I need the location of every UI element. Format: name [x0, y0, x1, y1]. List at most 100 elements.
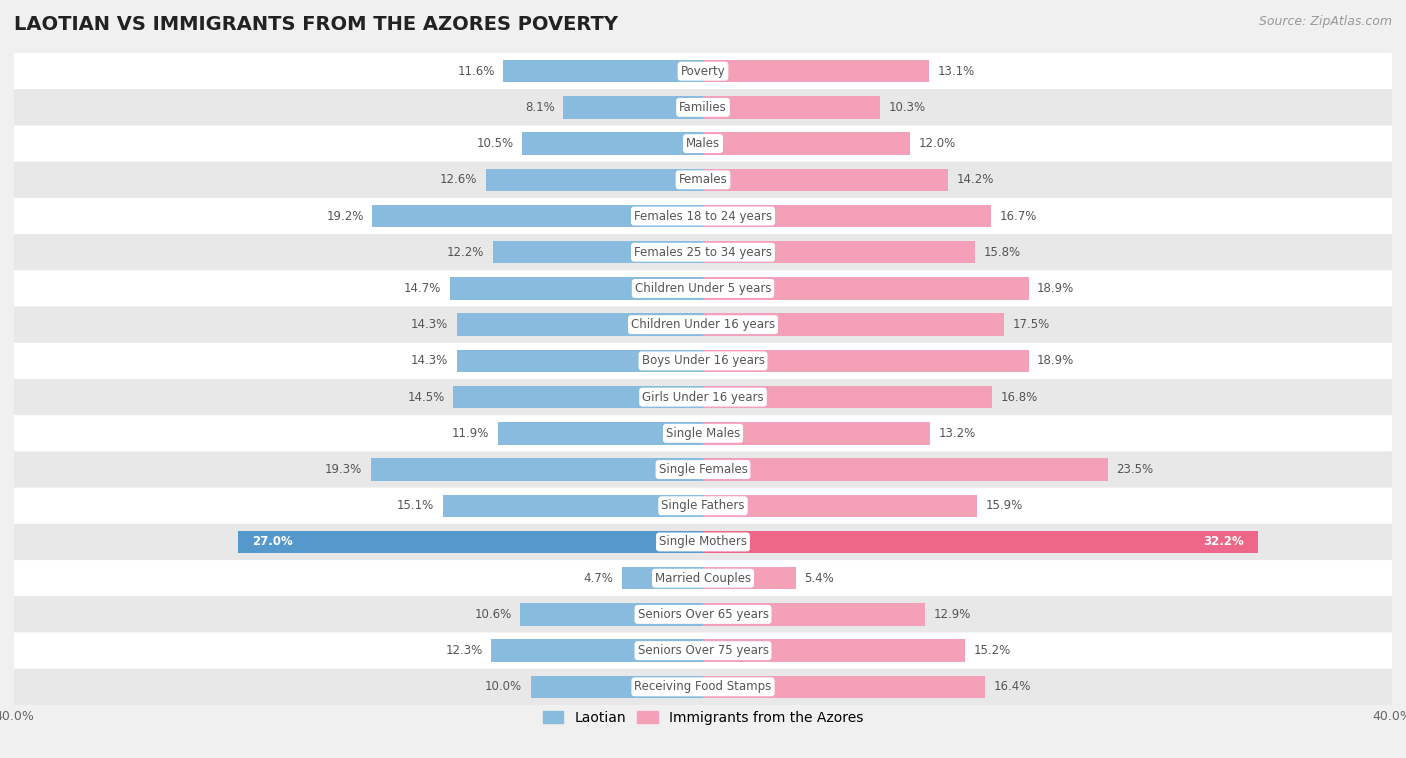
FancyBboxPatch shape [14, 271, 1392, 306]
FancyBboxPatch shape [14, 415, 1392, 452]
Text: 11.6%: 11.6% [457, 64, 495, 77]
Text: 17.5%: 17.5% [1012, 318, 1050, 331]
Text: Females 25 to 34 years: Females 25 to 34 years [634, 246, 772, 258]
Bar [703, 205, 991, 227]
Text: 13.2%: 13.2% [939, 427, 976, 440]
Text: Families: Families [679, 101, 727, 114]
Bar [531, 675, 703, 698]
Text: 18.9%: 18.9% [1038, 282, 1074, 295]
Bar [703, 386, 993, 409]
FancyBboxPatch shape [14, 632, 1392, 669]
FancyBboxPatch shape [14, 53, 1392, 89]
FancyBboxPatch shape [14, 487, 1392, 524]
Legend: Laotian, Immigrants from the Azores: Laotian, Immigrants from the Azores [537, 706, 869, 731]
Text: Children Under 16 years: Children Under 16 years [631, 318, 775, 331]
Bar [703, 675, 986, 698]
Bar [443, 494, 703, 517]
FancyBboxPatch shape [14, 597, 1392, 632]
Bar [703, 168, 948, 191]
Bar [621, 567, 703, 590]
Text: Married Couples: Married Couples [655, 572, 751, 584]
Text: 14.7%: 14.7% [404, 282, 441, 295]
Bar [703, 96, 880, 118]
Bar [703, 494, 977, 517]
Text: Source: ZipAtlas.com: Source: ZipAtlas.com [1258, 15, 1392, 28]
Text: Seniors Over 75 years: Seniors Over 75 years [637, 644, 769, 657]
FancyBboxPatch shape [14, 669, 1392, 705]
Bar [703, 640, 965, 662]
Text: 19.2%: 19.2% [326, 209, 364, 223]
Text: Single Mothers: Single Mothers [659, 535, 747, 549]
Bar [703, 349, 1029, 372]
Text: 15.9%: 15.9% [986, 500, 1022, 512]
Text: 11.9%: 11.9% [453, 427, 489, 440]
FancyBboxPatch shape [14, 89, 1392, 126]
Text: 12.0%: 12.0% [918, 137, 956, 150]
Text: Single Males: Single Males [666, 427, 740, 440]
Bar [491, 640, 703, 662]
Text: 10.3%: 10.3% [889, 101, 927, 114]
FancyBboxPatch shape [14, 379, 1392, 415]
Text: 27.0%: 27.0% [252, 535, 292, 549]
Text: 16.7%: 16.7% [1000, 209, 1036, 223]
Text: LAOTIAN VS IMMIGRANTS FROM THE AZORES POVERTY: LAOTIAN VS IMMIGRANTS FROM THE AZORES PO… [14, 15, 619, 34]
Text: 19.3%: 19.3% [325, 463, 361, 476]
Bar [703, 241, 976, 264]
FancyBboxPatch shape [14, 234, 1392, 271]
Bar [453, 386, 703, 409]
FancyBboxPatch shape [14, 161, 1392, 198]
Text: Females: Females [679, 174, 727, 186]
Text: 18.9%: 18.9% [1038, 355, 1074, 368]
FancyBboxPatch shape [14, 452, 1392, 487]
Bar [703, 531, 1257, 553]
Text: Children Under 5 years: Children Under 5 years [634, 282, 772, 295]
Text: Receiving Food Stamps: Receiving Food Stamps [634, 681, 772, 694]
Text: 32.2%: 32.2% [1204, 535, 1244, 549]
Bar [450, 277, 703, 299]
Bar [703, 60, 928, 83]
Text: 10.0%: 10.0% [485, 681, 522, 694]
Text: 5.4%: 5.4% [804, 572, 834, 584]
FancyBboxPatch shape [14, 126, 1392, 161]
Bar [703, 277, 1029, 299]
Bar [703, 567, 796, 590]
Text: 10.6%: 10.6% [475, 608, 512, 621]
Bar [703, 459, 1108, 481]
Text: Males: Males [686, 137, 720, 150]
Text: 12.6%: 12.6% [440, 174, 478, 186]
Text: 14.3%: 14.3% [411, 318, 449, 331]
Bar [486, 168, 703, 191]
Bar [498, 422, 703, 444]
Bar [503, 60, 703, 83]
Text: 14.2%: 14.2% [956, 174, 994, 186]
Text: 12.3%: 12.3% [446, 644, 482, 657]
Text: 8.1%: 8.1% [524, 101, 555, 114]
Bar [373, 205, 703, 227]
Bar [703, 603, 925, 625]
Text: Single Fathers: Single Fathers [661, 500, 745, 512]
Bar [703, 133, 910, 155]
Bar [703, 422, 931, 444]
FancyBboxPatch shape [14, 343, 1392, 379]
Text: 16.4%: 16.4% [994, 681, 1032, 694]
Text: Seniors Over 65 years: Seniors Over 65 years [637, 608, 769, 621]
Text: 23.5%: 23.5% [1116, 463, 1153, 476]
Text: 10.5%: 10.5% [477, 137, 513, 150]
Text: Females 18 to 24 years: Females 18 to 24 years [634, 209, 772, 223]
Text: 14.3%: 14.3% [411, 355, 449, 368]
FancyBboxPatch shape [14, 198, 1392, 234]
Text: Single Females: Single Females [658, 463, 748, 476]
FancyBboxPatch shape [14, 560, 1392, 597]
Text: 4.7%: 4.7% [583, 572, 613, 584]
Text: 14.5%: 14.5% [408, 390, 444, 403]
Bar [522, 133, 703, 155]
FancyBboxPatch shape [14, 524, 1392, 560]
Bar [564, 96, 703, 118]
Text: 15.1%: 15.1% [396, 500, 434, 512]
Text: 15.2%: 15.2% [973, 644, 1011, 657]
Text: Poverty: Poverty [681, 64, 725, 77]
Bar [457, 314, 703, 336]
FancyBboxPatch shape [14, 306, 1392, 343]
Text: 12.9%: 12.9% [934, 608, 972, 621]
Text: 16.8%: 16.8% [1001, 390, 1038, 403]
